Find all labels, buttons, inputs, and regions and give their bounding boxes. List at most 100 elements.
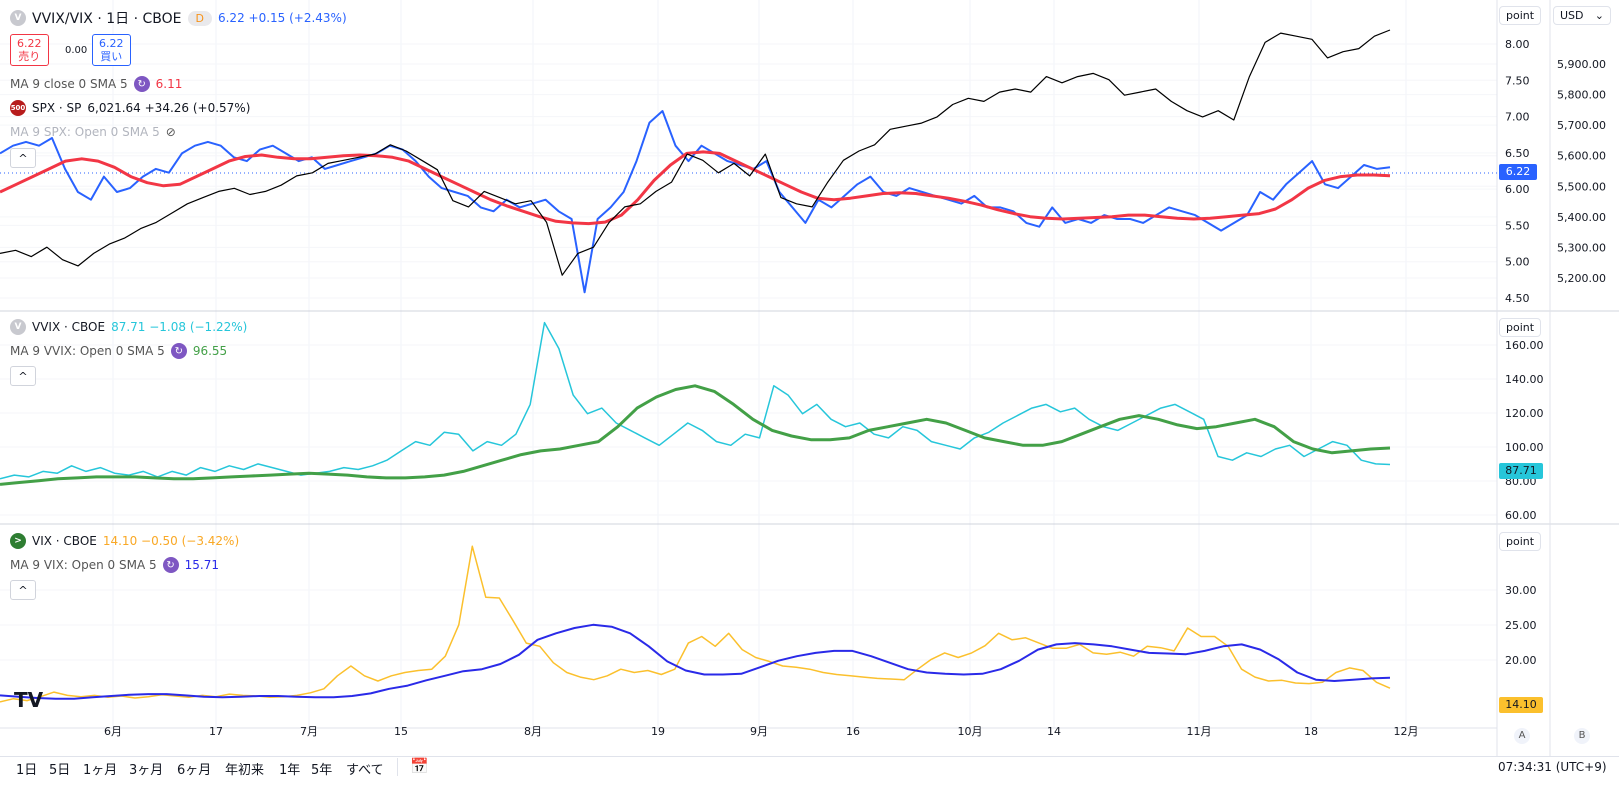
vvix-ma-legend[interactable]: MA 9 VVIX: Open 0 SMA 5 ↻ 96.55 <box>10 343 227 359</box>
spx-icon: 500 <box>10 100 26 116</box>
ma-label: MA 9 close 0 SMA 5 <box>10 77 128 91</box>
time-axis-label: 11月 <box>1187 725 1212 738</box>
refresh-icon[interactable]: ↻ <box>170 343 187 359</box>
vix-price-tick: 20.00 <box>1505 654 1537 667</box>
price-tick: 5.00 <box>1505 256 1530 269</box>
time-axis-label: 6月 <box>104 725 122 738</box>
collapse-legend-button[interactable]: ^ <box>10 580 36 600</box>
time-axis-label: 15 <box>394 725 408 738</box>
log-scale-button[interactable]: B <box>1574 728 1590 744</box>
currency-select[interactable]: USD ⌄ <box>1553 6 1611 25</box>
bottom-toolbar <box>0 756 1619 791</box>
time-axis-label: 14 <box>1047 725 1061 738</box>
symbol-legend[interactable]: V VVIX/VIX · 1日 · CBOE D 6.22 +0.15 (+2.… <box>10 8 347 28</box>
price-tick: 7.50 <box>1505 74 1530 87</box>
timeframe-3m[interactable]: 3ヶ月 <box>129 763 164 778</box>
time-axis-label: 8月 <box>524 725 542 738</box>
time-axis-label: 12月 <box>1394 725 1419 738</box>
timeframe-1d[interactable]: 1日 <box>16 763 38 778</box>
price-tick: 6.00 <box>1505 183 1530 196</box>
toolbar-divider <box>397 758 398 776</box>
sell-label: 売り <box>18 50 41 63</box>
vvix-ma-value: 96.55 <box>192 344 228 358</box>
buy-button[interactable]: 6.22 買い <box>92 34 131 66</box>
price-tick: 5.50 <box>1505 219 1530 232</box>
currency-value: USD <box>1560 9 1584 22</box>
buy-price: 6.22 <box>99 37 124 50</box>
chart-panes: 6月 17 7月 15 8月 19 9月 16 10月 14 11月 18 12月 8.00 7.50 7.0… <box>0 0 1619 756</box>
eye-hidden-icon[interactable]: ⊘ <box>165 125 176 139</box>
time-axis-label: 7月 <box>300 725 318 738</box>
spread-value: 0.00 <box>65 45 88 56</box>
time-axis-label: 16 <box>846 725 860 738</box>
vix-title: VIX · CBOE <box>32 534 97 548</box>
vix-legend[interactable]: > VIX · CBOE 14.10 −0.50 (−3.42%) <box>10 533 239 549</box>
spx-price-tick: 5,200.00 <box>1557 272 1606 285</box>
spx-ma-legend[interactable]: MA 9 SPX: Open 0 SMA 5 ⊘ <box>10 125 176 139</box>
collapse-legend-button[interactable]: ^ <box>10 366 36 386</box>
collapse-legend-button[interactable]: ^ <box>10 148 36 168</box>
chevron-down-icon: ⌄ <box>1594 9 1604 22</box>
vvix-price-tick: 100.00 <box>1505 441 1544 454</box>
timeframe-all[interactable]: すべて <box>346 763 384 778</box>
vvix-price-tick: 120.00 <box>1505 407 1544 420</box>
symbol-title[interactable]: VVIX/VIX · 1日 · CBOE <box>32 11 182 27</box>
spx-price-tick: 5,400.00 <box>1557 211 1606 224</box>
series-line-0-1 <box>0 150 1391 226</box>
vvix-price-tick: 140.00 <box>1505 373 1544 386</box>
time-axis-label: 17 <box>209 725 223 738</box>
timeframe-5y[interactable]: 5年 <box>311 763 333 778</box>
series-line-1-0 <box>0 321 1391 480</box>
vix-price-tick: 30.00 <box>1505 584 1537 597</box>
clock[interactable]: 07:34:31 (UTC+9) <box>1498 760 1607 774</box>
spx-price-tick: 5,900.00 <box>1557 58 1606 71</box>
vix-icon: > <box>10 533 26 549</box>
vix-ma-label: MA 9 VIX: Open 0 SMA 5 <box>10 558 157 572</box>
ma-value: 6.11 <box>155 77 183 91</box>
axis-labels: 6月 17 7月 15 8月 19 9月 16 10月 14 11月 18 12月 8.00 7.50 7.0… <box>104 38 1606 738</box>
scale-mode-button[interactable]: point <box>1499 318 1542 337</box>
vvix-price-tick: 160.00 <box>1505 339 1544 352</box>
scale-mode-button[interactable]: point <box>1499 6 1542 25</box>
vix-value: 14.10 −0.50 (−3.42%) <box>102 534 240 548</box>
vvix-price-tick: 60.00 <box>1505 509 1537 522</box>
spx-value: 6,021.64 +34.26 (+0.57%) <box>87 101 251 115</box>
timeframe-1m[interactable]: 1ヶ月 <box>83 763 118 778</box>
series-line-2-1 <box>0 623 1391 700</box>
price-tick: 8.00 <box>1505 38 1530 51</box>
timeframe-6m[interactable]: 6ヶ月 <box>177 763 212 778</box>
buy-label: 買い <box>100 50 123 63</box>
calendar-range-icon[interactable]: 📅 <box>410 757 429 775</box>
sell-price: 6.22 <box>17 37 42 50</box>
timeframe-5d[interactable]: 5日 <box>49 763 71 778</box>
series-layer <box>0 29 1391 703</box>
auto-scale-button[interactable]: A <box>1514 728 1530 744</box>
spx-legend[interactable]: 500 SPX · SP 6,021.64 +34.26 (+0.57%) <box>10 100 250 116</box>
vix-last-badge: 14.10 <box>1499 697 1543 713</box>
vix-ma-legend[interactable]: MA 9 VIX: Open 0 SMA 5 ↻ 15.71 <box>10 557 219 573</box>
time-axis-label: 18 <box>1304 725 1318 738</box>
series-line-2-0 <box>0 545 1391 703</box>
spx-ma-label: MA 9 SPX: Open 0 SMA 5 <box>10 125 160 139</box>
scale-mode-button[interactable]: point <box>1499 532 1542 551</box>
tradingview-logo[interactable]: TV <box>14 688 44 712</box>
data-delay-badge[interactable]: D <box>187 10 212 26</box>
spx-price-tick: 5,800.00 <box>1557 89 1606 102</box>
sell-button[interactable]: 6.22 売り <box>10 34 49 66</box>
vix-ma-value: 15.71 <box>184 558 219 572</box>
timeframe-1y[interactable]: 1年 <box>279 763 301 778</box>
refresh-icon[interactable]: ↻ <box>162 557 179 573</box>
time-axis-label: 19 <box>651 725 665 738</box>
refresh-icon[interactable]: ↻ <box>133 76 150 92</box>
series-line-0-0 <box>0 110 1391 294</box>
timeframe-ytd[interactable]: 年初来 <box>225 763 265 778</box>
vvix-icon: V <box>10 319 26 335</box>
spx-price-tick: 5,500.00 <box>1557 180 1606 193</box>
series-line-0-2 <box>0 29 1391 276</box>
spx-price-tick: 5,300.00 <box>1557 241 1606 254</box>
spx-label: SPX · SP <box>32 101 82 115</box>
ma-legend-1[interactable]: MA 9 close 0 SMA 5 ↻ 6.11 <box>10 76 182 92</box>
time-axis-label: 9月 <box>750 725 768 738</box>
price-tick: 7.00 <box>1505 111 1530 124</box>
vvix-legend[interactable]: V VVIX · CBOE 87.71 −1.08 (−1.22%) <box>10 319 247 335</box>
